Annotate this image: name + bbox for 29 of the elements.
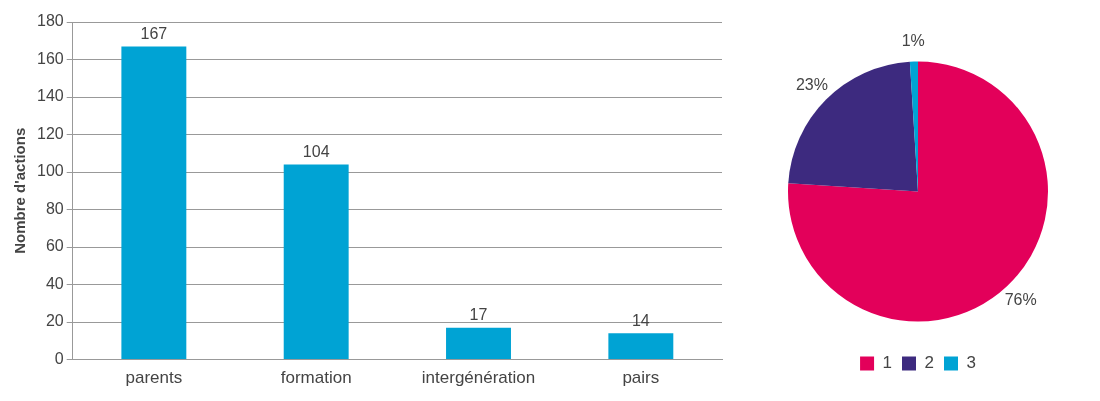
data-label: 76% — [1004, 291, 1037, 309]
bar — [283, 164, 349, 360]
legend-label: 1 — [882, 353, 893, 373]
x-tick-label: intergénération — [421, 368, 536, 388]
data-label: 14 — [631, 311, 650, 329]
data-label: 17 — [469, 306, 488, 324]
bar — [608, 333, 674, 360]
y-tick-label: 20 — [45, 312, 64, 330]
y-tick-label: 40 — [45, 274, 64, 292]
y-tick-label: 80 — [45, 199, 64, 217]
data-label: 1% — [901, 31, 925, 49]
y-tick-label: 120 — [36, 124, 64, 142]
legend-label: 3 — [966, 353, 976, 373]
y-axis-title: Nombre d'actions — [11, 127, 29, 254]
x-tick-label: formation — [280, 368, 352, 388]
legend-label: 2 — [924, 353, 934, 373]
bar — [446, 327, 511, 360]
y-tick-label: 140 — [36, 87, 64, 105]
y-tick-label: 180 — [36, 12, 64, 30]
x-tick-label: parents — [125, 368, 183, 388]
data-label: 23% — [795, 75, 828, 93]
bar — [121, 46, 187, 360]
y-tick-label: 160 — [36, 49, 64, 67]
y-tick-label: 0 — [54, 350, 64, 368]
y-tick-label: 60 — [45, 237, 64, 255]
y-tick-label: 100 — [36, 162, 64, 180]
data-label: 104 — [302, 142, 330, 160]
data-label: 167 — [140, 24, 168, 42]
x-tick-label: pairs — [622, 368, 660, 388]
